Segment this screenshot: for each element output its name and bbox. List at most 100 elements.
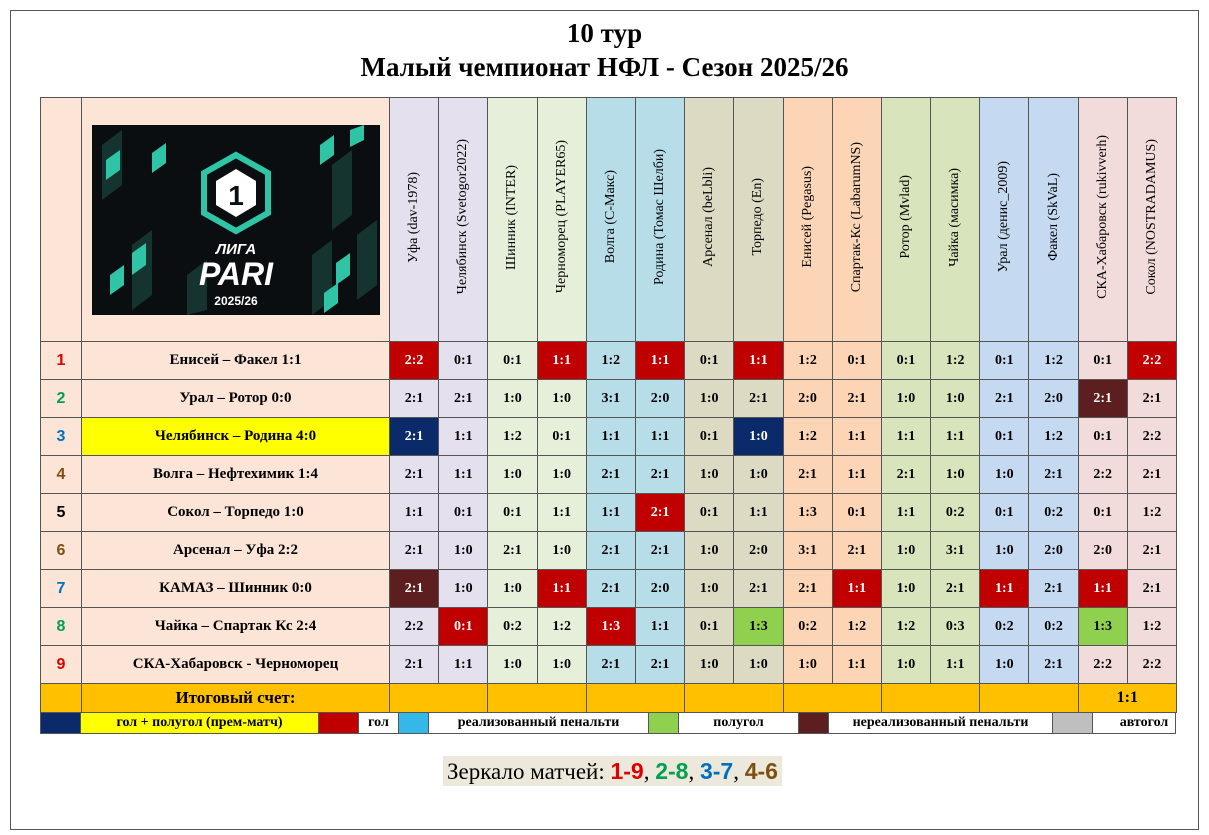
page-frame xyxy=(10,10,1199,830)
prediction-cell: 1:1 xyxy=(388,493,440,532)
logo-season-text: 2025/26 xyxy=(214,294,258,308)
prediction-cell: 0:2 xyxy=(487,607,538,646)
prediction-cell: 1:1 xyxy=(438,455,489,494)
legend-halfgoal-label: полугол xyxy=(679,713,799,733)
prediction-cell: 2:1 xyxy=(585,455,636,494)
legend-penalty-label: реализованный пенальти xyxy=(429,713,649,733)
total-label: Итоговый счет: xyxy=(81,683,390,713)
prediction-cell: 0:1 xyxy=(1077,341,1128,380)
mirror-pair: 2-8 xyxy=(655,758,689,784)
legend: гол + полугол (прем-матч) гол реализован… xyxy=(40,712,1176,734)
prediction-cell: 1:0 xyxy=(930,379,981,418)
player-name: Черноморец (PLAYER65) xyxy=(553,140,569,294)
prediction-cell: 2:2 xyxy=(1126,417,1178,456)
total-pair-cell xyxy=(782,683,882,713)
prediction-cell: 0:1 xyxy=(487,493,538,532)
legend-penalty-swatch xyxy=(399,713,429,733)
player-name: Арсенал (beLbli) xyxy=(701,167,717,267)
prediction-cell: 1:1 xyxy=(979,569,1030,608)
match-title: Арсенал – Уфа 2:2 xyxy=(81,531,390,570)
prediction-cell: 1:1 xyxy=(831,455,882,494)
legend-own-goal-swatch xyxy=(1053,713,1093,733)
prediction-cell: 1:1 xyxy=(733,341,784,380)
prediction-cell: 1:0 xyxy=(733,455,784,494)
match-title: Челябинск – Родина 4:0 xyxy=(81,417,390,456)
prediction-cell: 1:0 xyxy=(438,531,489,570)
prediction-cell: 2:1 xyxy=(979,379,1030,418)
player-header: Факел (SkVaL) xyxy=(1028,97,1079,342)
prediction-cell: 1:0 xyxy=(487,455,538,494)
championship-title: Малый чемпионат НФЛ - Сезон 2025/26 xyxy=(360,52,849,82)
prediction-cell: 1:0 xyxy=(487,645,538,684)
prediction-cell: 2:1 xyxy=(487,531,538,570)
total-row: Итоговый счет: 1:1 xyxy=(40,683,1178,713)
match-row: 9 СКА-Хабаровск - Черноморец 2:1 1:1 1:0 1:0 2… xyxy=(40,645,1178,684)
prediction-cell: 0:1 xyxy=(536,417,587,456)
prediction-cell: 1:0 xyxy=(733,645,784,684)
prediction-cell: 2:1 xyxy=(585,531,636,570)
match-row: 3 Челябинск – Родина 4:0 2:1 1:1 1:2 0:1 1:1 1:… xyxy=(40,417,1178,456)
prediction-cell: 1:0 xyxy=(979,455,1030,494)
prediction-cell: 0:3 xyxy=(930,607,981,646)
player-header: Челябинск (Svetogor2022) xyxy=(438,97,489,342)
player-name: Челябинск (Svetogor2022) xyxy=(455,139,471,295)
prediction-cell: 1:1 xyxy=(536,493,587,532)
player-name: Чайка (масимка) xyxy=(947,167,963,267)
player-name: Спартак-Кс (LabarumNS) xyxy=(848,141,864,293)
prediction-cell: 2:1 xyxy=(733,569,784,608)
prediction-cell: 1:3 xyxy=(1077,607,1128,646)
prediction-cell: 2:1 xyxy=(1126,455,1178,494)
player-header: Спартак-Кс (LabarumNS) xyxy=(831,97,882,342)
player-name: СКА-Хабаровск (rukivverh) xyxy=(1094,135,1110,299)
prediction-cell: 1:1 xyxy=(634,341,686,380)
prediction-cell: 2:1 xyxy=(388,569,440,608)
total-pair-cell xyxy=(388,683,489,713)
prediction-cell: 1:0 xyxy=(536,531,587,570)
prediction-cell: 1:2 xyxy=(1126,607,1178,646)
prediction-cell: 1:2 xyxy=(1028,341,1079,380)
match-title: СКА-Хабаровск - Черноморец xyxy=(81,645,390,684)
player-header: Арсенал (beLbli) xyxy=(684,97,735,342)
total-corner xyxy=(40,683,82,713)
total-pair-cell xyxy=(880,683,981,713)
match-row: 5 Сокол – Торпедо 1:0 1:1 0:1 0:1 1:1 1:1 2:1 0:… xyxy=(40,493,1178,532)
match-title: Чайка – Спартак Кс 2:4 xyxy=(81,607,390,646)
prediction-cell: 2:1 xyxy=(782,455,833,494)
prediction-cell: 1:2 xyxy=(880,607,932,646)
match-number: 4 xyxy=(40,455,82,494)
player-header: Енисей (Pegasus) xyxy=(782,97,833,342)
header-row: 1 ЛИГА PARI 2025/26 Уфа (dav-1978) Челяби… xyxy=(40,97,1178,342)
player-header: Волга (С-Макс) xyxy=(585,97,636,342)
player-name: Уфа (dav-1978) xyxy=(406,171,422,263)
player-name: Факел (SkVaL) xyxy=(1045,173,1061,261)
legend-goal-label: гол xyxy=(359,713,399,733)
match-number: 7 xyxy=(40,569,82,608)
prediction-cell: 2:1 xyxy=(388,379,440,418)
total-pair-cell xyxy=(684,683,784,713)
prediction-cell: 2:2 xyxy=(1126,645,1178,684)
prediction-cell: 2:1 xyxy=(1028,455,1079,494)
prediction-cell: 1:1 xyxy=(831,417,882,456)
prediction-cell: 0:1 xyxy=(684,341,735,380)
match-number: 5 xyxy=(40,493,82,532)
prediction-cell: 2:0 xyxy=(782,379,833,418)
player-header: Торпедо (En) xyxy=(733,97,784,342)
legend-missed-penalty-swatch xyxy=(799,713,829,733)
prediction-cell: 2:2 xyxy=(388,607,440,646)
prediction-cell: 2:1 xyxy=(1126,531,1178,570)
prediction-cell: 1:1 xyxy=(930,417,981,456)
legend-halfgoal-swatch xyxy=(649,713,679,733)
logo-liga-text: ЛИГА xyxy=(214,241,255,258)
prediction-cell: 1:1 xyxy=(634,417,686,456)
prediction-cell: 1:0 xyxy=(979,645,1030,684)
match-row: 4 Волга – Нефтехимик 1:4 2:1 1:1 1:0 1:0 2:1 2:… xyxy=(40,455,1178,494)
mirror-pair: 3-7 xyxy=(699,758,734,784)
mirror-pair: 1-9 xyxy=(610,758,644,784)
prediction-cell: 1:0 xyxy=(536,645,587,684)
player-name: Енисей (Pegasus) xyxy=(799,166,815,268)
player-header: Сокол (NOSTRADAMUS) xyxy=(1126,97,1178,342)
player-header: Уфа (dav-1978) xyxy=(388,97,440,342)
match-number: 6 xyxy=(40,531,82,570)
prediction-cell: 2:1 xyxy=(733,379,784,418)
prediction-cell: 2:1 xyxy=(388,531,440,570)
